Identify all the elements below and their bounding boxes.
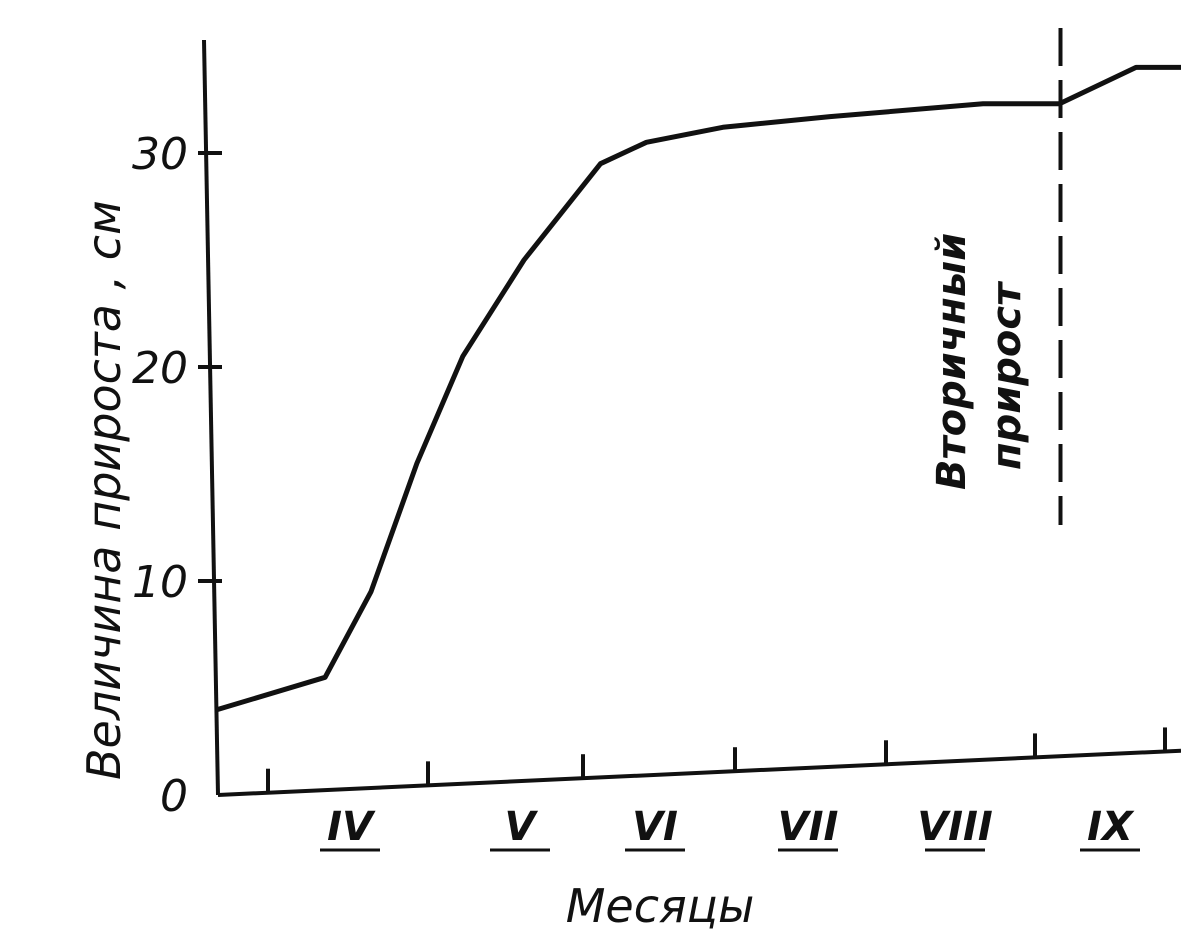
y-tick-label: 10 bbox=[132, 557, 188, 608]
y-axis bbox=[202, 39, 220, 796]
y-tick-label: 0 bbox=[160, 771, 188, 822]
x-ticks: IV V VI VII VIII IX bbox=[266, 727, 1167, 852]
x-tick-label: VI bbox=[632, 804, 678, 850]
y-ticks: 0 10 20 30 bbox=[132, 129, 222, 822]
series-line bbox=[215, 64, 1181, 712]
y-axis-title: Величина прироста , см bbox=[77, 200, 131, 780]
y-tick-label: 30 bbox=[132, 129, 188, 180]
x-tick-label: IX bbox=[1087, 804, 1135, 850]
y-tick-label: 20 bbox=[132, 343, 188, 394]
annotation-label-line1: Вторичный bbox=[929, 233, 975, 490]
annotation-label-line2: прирост bbox=[984, 280, 1030, 470]
x-tick-label: VIII bbox=[917, 804, 993, 850]
axes bbox=[202, 39, 1181, 797]
x-tick-label: VII bbox=[778, 804, 839, 850]
x-tick-label: IV bbox=[327, 804, 376, 850]
x-axis bbox=[217, 748, 1181, 797]
x-tick-label: V bbox=[505, 804, 539, 850]
x-axis-title: Месяцы bbox=[566, 879, 755, 933]
